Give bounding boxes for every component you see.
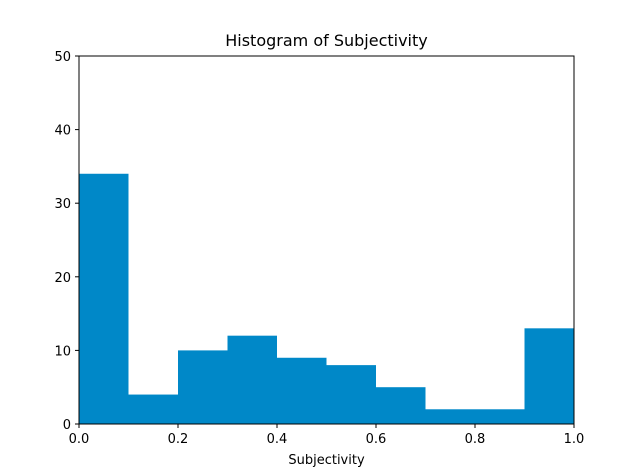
x-axis-label: Subjectivity xyxy=(288,453,365,468)
histogram-bar xyxy=(376,387,426,424)
histogram-bar xyxy=(475,409,525,424)
ticks-group: 0.0 0.2 0.4 0.6 0.8 1.0 0 10 20 30 40 50 xyxy=(54,50,584,447)
y-tick-label: 10 xyxy=(54,344,71,359)
y-tick-label: 30 xyxy=(54,197,71,212)
x-tick-label: 0.2 xyxy=(168,432,189,447)
histogram-bar xyxy=(178,350,228,424)
x-tick-label: 0.6 xyxy=(366,432,387,447)
y-tick-label: 20 xyxy=(54,271,71,286)
y-tick-label: 0 xyxy=(63,418,71,433)
histogram-bar xyxy=(277,357,327,424)
x-tick-label: 0.8 xyxy=(465,432,486,447)
histogram-bar xyxy=(128,394,178,424)
histogram-bar xyxy=(227,335,277,424)
histogram-bar xyxy=(79,173,129,424)
y-tick-label: 50 xyxy=(54,50,71,65)
x-tick-label: 0.0 xyxy=(69,432,90,447)
plot-frame xyxy=(78,55,575,425)
chart-title: Histogram of Subjectivity xyxy=(225,31,428,50)
histogram-bar xyxy=(524,328,574,424)
x-tick-label: 1.0 xyxy=(564,432,585,447)
histogram-bar xyxy=(326,365,376,424)
histogram-bar xyxy=(425,409,475,424)
x-tick-label: 0.4 xyxy=(267,432,288,447)
y-tick-label: 40 xyxy=(54,124,71,139)
bars-group xyxy=(79,173,574,424)
